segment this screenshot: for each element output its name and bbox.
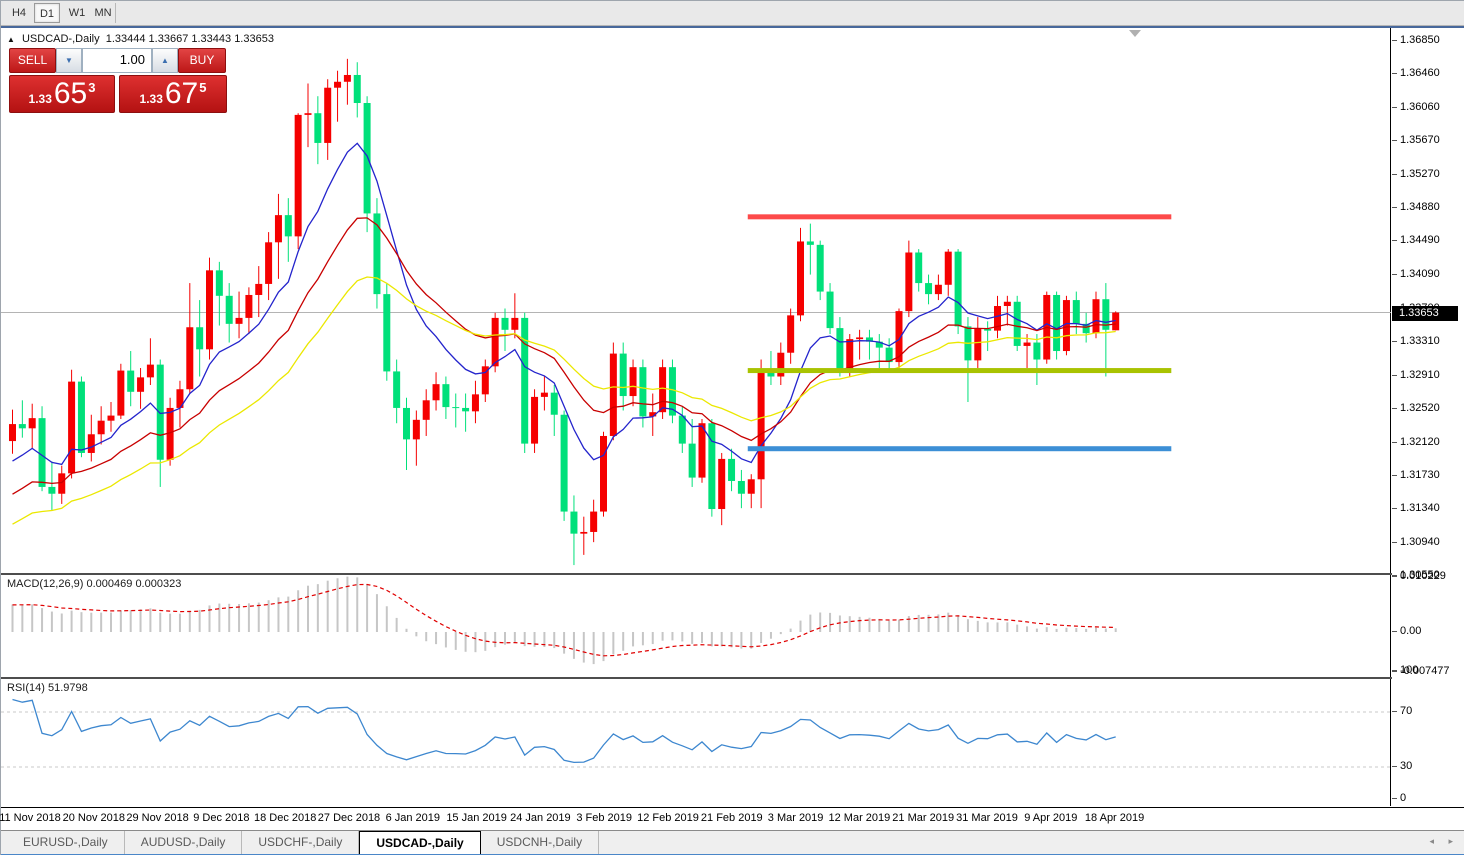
chart-tab-audusd[interactable]: AUDUSD-,Daily <box>125 831 243 854</box>
rsi-axis-tick: 0 <box>1391 792 1407 804</box>
one-click-trading-panel: SELL ▼ 1.00 ▲ BUY 1.33 65 3 1.33 67 5 <box>9 48 227 113</box>
toolbar-separator <box>115 3 116 23</box>
volume-increase-button[interactable]: ▲ <box>152 48 178 73</box>
buy-price-main: 67 <box>164 77 199 110</box>
window-top-edge <box>1 26 1464 28</box>
macd-axis-tick: 0.00 <box>1391 625 1422 637</box>
collapse-triangle-icon: ▲ <box>7 35 15 44</box>
sell-price-pip: 3 <box>88 80 96 95</box>
rsi-name: RSI(14) <box>7 682 45 694</box>
sell-price-tile[interactable]: 1.33 65 3 <box>9 75 115 113</box>
buy-button[interactable]: BUY <box>178 48 226 73</box>
sell-button[interactable]: SELL <box>9 48 56 73</box>
rsi-value: 51.9798 <box>47 682 88 694</box>
candlestick-canvas[interactable] <box>1 28 1391 573</box>
date-axis-label: 18 Apr 2019 <box>1084 812 1145 824</box>
date-axis-label: 21 Mar 2019 <box>892 812 955 824</box>
chart-tab-usdcnh[interactable]: USDCNH-,Daily <box>481 831 600 854</box>
price-axis-tick: 1.31340 <box>1392 502 1440 515</box>
timeframe-toolbar: H4 D1 W1 MN <box>1 1 1464 26</box>
macd-name: MACD(12,26,9) <box>7 578 84 590</box>
price-axis-tick: 1.33310 <box>1392 334 1440 347</box>
price-chart[interactable]: ▲ USDCAD-,Daily 1.33444 1.33667 1.33443 … <box>1 28 1391 573</box>
date-axis-label: 21 Feb 2019 <box>700 812 763 824</box>
chart-shift-marker-icon[interactable] <box>1129 30 1141 37</box>
price-axis-tick: 1.32120 <box>1392 435 1440 448</box>
price-axis-tick: 1.34880 <box>1392 201 1440 214</box>
macd-axis-tick: 0.010229 <box>1392 569 1446 582</box>
timeframe-button-mn[interactable]: MN <box>94 7 112 19</box>
price-axis-tick: 1.30550 <box>1392 569 1440 582</box>
current-price-badge: 1.33653 <box>1392 305 1458 321</box>
price-axis-tick: 1.30940 <box>1392 535 1440 548</box>
rsi-pane[interactable]: RSI(14) 51.9798 <box>1 679 1391 806</box>
tab-scroll-arrows-icon[interactable]: ◂ ▸ <box>1429 836 1459 846</box>
timeframe-button-d1[interactable]: D1 <box>34 3 60 23</box>
chart-tab-bar: EURUSD-,Daily AUDUSD-,Daily USDCHF-,Daily U… <box>1 830 1464 854</box>
price-axis-tick: 1.36460 <box>1392 67 1440 80</box>
volume-decrease-button[interactable]: ▼ <box>56 48 82 73</box>
date-axis-label: 9 Dec 2018 <box>193 812 250 824</box>
price-scale[interactable]: 1.36850 1.36460 1.36060 1.35670 1.35270 1.348… <box>1391 28 1464 829</box>
rsi-axis-tick: 100 <box>1391 663 1419 676</box>
price-axis-tick: 1.35270 <box>1392 168 1440 181</box>
chart-symbol: USDCAD-,Daily <box>21 33 100 45</box>
date-axis-label: 24 Jan 2019 <box>510 812 571 824</box>
macd-main-value: 0.000469 <box>86 578 133 590</box>
rsi-label: RSI(14) 51.9798 <box>7 682 88 694</box>
price-axis-tick: 1.35670 <box>1392 134 1440 147</box>
buy-price-pip: 5 <box>199 80 207 95</box>
date-axis-label: 15 Jan 2019 <box>446 812 507 824</box>
price-axis-tick: 1.34490 <box>1392 234 1440 247</box>
price-axis-tick: 1.36850 <box>1392 34 1440 46</box>
macd-pane[interactable]: MACD(12,26,9) 0.000469 0.000323 <box>1 575 1391 677</box>
macd-label: MACD(12,26,9) 0.000469 0.000323 <box>7 578 181 590</box>
price-axis-tick: 1.32520 <box>1392 401 1440 414</box>
chart-ohlc-values: 1.33444 1.33667 1.33443 1.33653 <box>105 33 274 45</box>
macd-canvas <box>11 576 1117 665</box>
macd-axis-tick: -0.007477 <box>1392 665 1450 678</box>
price-axis-tick: 1.32910 <box>1392 368 1440 381</box>
pane-separator[interactable] <box>1 677 1464 679</box>
date-axis-label: 9 Apr 2019 <box>1024 812 1078 824</box>
buy-price-prefix: 1.33 <box>139 92 163 106</box>
rsi-canvas <box>1 698 1391 768</box>
chart-tab-eurusd[interactable]: EURUSD-,Daily <box>7 831 125 854</box>
buy-price-tile[interactable]: 1.33 67 5 <box>119 75 227 113</box>
date-axis-label: 12 Feb 2019 <box>637 812 699 824</box>
price-axis-tick: 1.36060 <box>1392 101 1440 114</box>
date-axis-label: 20 Nov 2018 <box>62 812 125 824</box>
chart-tab-usdcad[interactable]: USDCAD-,Daily <box>359 831 481 854</box>
volume-input[interactable]: 1.00 <box>82 48 152 73</box>
time-scale[interactable]: 11 Nov 2018 20 Nov 2018 29 Nov 2018 9 Dec 2… <box>0 807 1464 830</box>
date-axis-label: 27 Dec 2018 <box>317 812 381 824</box>
price-axis-tick: 1.34090 <box>1392 268 1440 281</box>
price-axis-tick: 1.31730 <box>1392 468 1440 481</box>
date-axis-label: 12 Mar 2019 <box>828 812 891 824</box>
date-axis-label: 18 Dec 2018 <box>253 812 317 824</box>
macd-signal-value: 0.000323 <box>135 578 182 590</box>
timeframe-button-h4[interactable]: H4 <box>11 7 27 19</box>
sell-price-prefix: 1.33 <box>28 92 52 106</box>
rsi-axis-tick: 30 <box>1391 760 1413 772</box>
sell-price-main: 65 <box>53 77 88 110</box>
timeframe-button-w1[interactable]: W1 <box>68 7 86 19</box>
date-axis-label: 3 Mar 2019 <box>767 812 824 824</box>
date-axis-label: 3 Feb 2019 <box>576 812 633 824</box>
chart-tab-usdchf[interactable]: USDCHF-,Daily <box>242 831 360 854</box>
date-axis-label: 31 Mar 2019 <box>956 812 1018 824</box>
date-axis-label: 6 Jan 2019 <box>385 812 441 824</box>
date-axis-label: 29 Nov 2018 <box>126 812 189 824</box>
rsi-axis-tick: 70 <box>1391 705 1413 717</box>
date-axis-label: 11 Nov 2018 <box>0 812 61 824</box>
chart-title: ▲ USDCAD-,Daily 1.33444 1.33667 1.33443 … <box>7 33 274 45</box>
pane-separator[interactable] <box>1 573 1464 575</box>
